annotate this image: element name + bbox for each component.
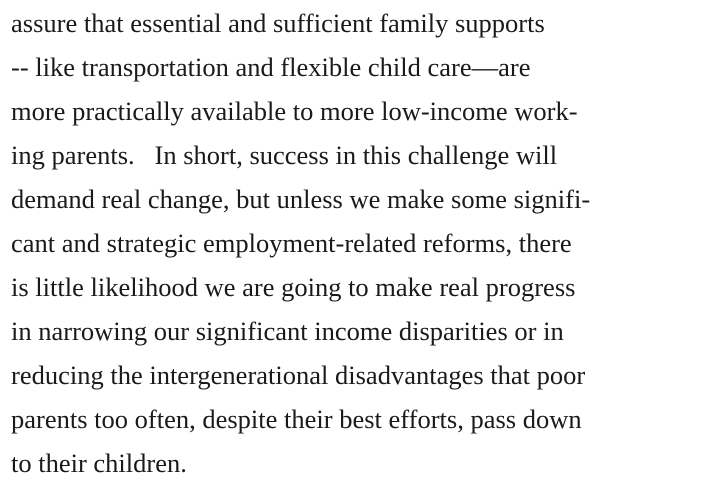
- text-line: demand real change, but unless we make s…: [11, 184, 591, 214]
- text-line: cant and strategic employment-related re…: [11, 228, 572, 258]
- text-line: reducing the intergenerational disadvant…: [11, 360, 586, 390]
- text-line: assure that essential and sufficient fam…: [11, 8, 545, 38]
- text-line: in narrowing our significant income disp…: [11, 316, 564, 346]
- text-line: parents too often, despite their best ef…: [11, 404, 582, 434]
- text-line: -- like transportation and flexible chil…: [11, 52, 531, 82]
- text-line: to their children.: [11, 448, 187, 478]
- text-line: ing parents. In short, success in this c…: [11, 140, 558, 170]
- text-line: more practically available to more low-i…: [11, 96, 578, 126]
- text-line: is little likelihood we are going to mak…: [11, 272, 576, 302]
